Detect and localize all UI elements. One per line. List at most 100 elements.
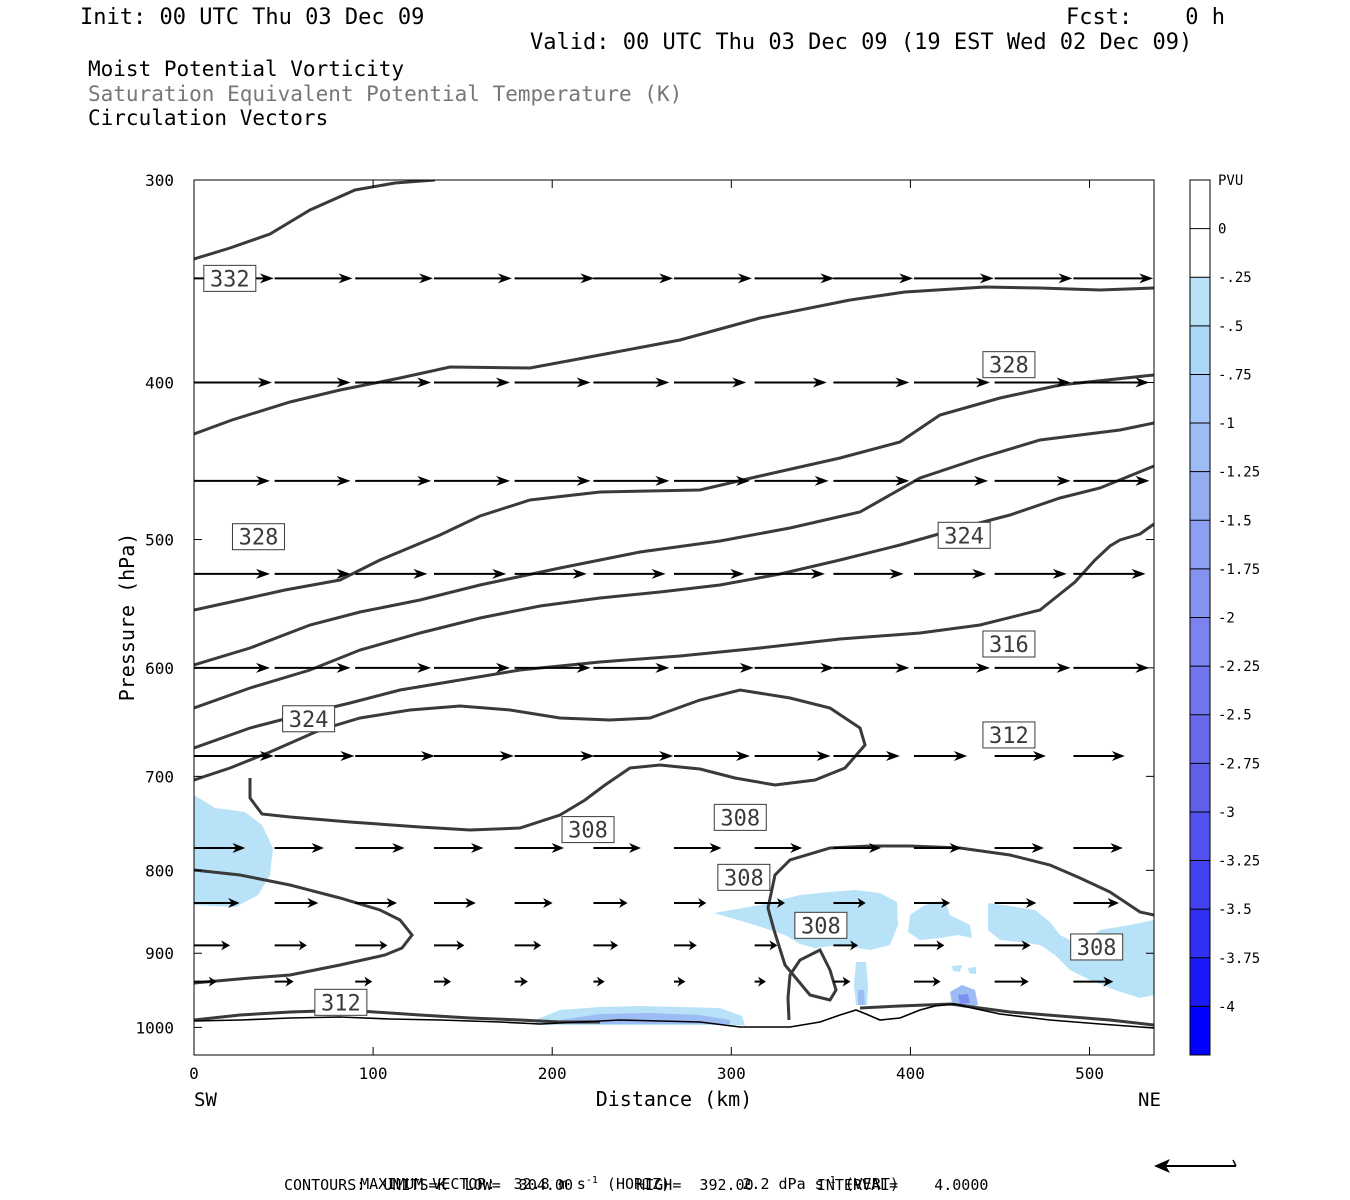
vector-arrow xyxy=(674,662,754,673)
vector-arrow xyxy=(1073,750,1125,761)
vector-arrow xyxy=(1073,842,1123,853)
contours-info: CONTOURS: UNITS=K LOW= 304.00 HIGH= 392.… xyxy=(284,1176,989,1194)
contour-label: 328 xyxy=(231,523,285,551)
contour-308-surface xyxy=(194,1009,600,1024)
vector-arrow xyxy=(514,568,587,579)
colorbar-tick-label: -3.75 xyxy=(1218,951,1260,967)
valid-time: Valid: 00 UTC Thu 03 Dec 09 (19 EST Wed … xyxy=(530,30,1193,55)
vector-arrow xyxy=(514,750,595,761)
colorbar-tick-label: -1.75 xyxy=(1218,562,1260,578)
vector-arrow xyxy=(434,662,510,673)
colorbar-swatch xyxy=(1190,666,1210,716)
vector-arrow xyxy=(274,568,351,579)
vector-arrow xyxy=(914,898,951,909)
colorbar-tick-label: -3 xyxy=(1218,805,1235,821)
vector-arrow xyxy=(355,475,432,486)
pv-colorbar: 0 -.25 -.5 -.75 -1 -1.25 -1.5 -1.75 -2 -2.25 -2.5 -… xyxy=(1189,179,1260,1056)
svg-text:308: 308 xyxy=(724,866,764,891)
vector-arrow xyxy=(674,750,750,761)
vector-arrow xyxy=(274,273,353,284)
vector-arrow xyxy=(274,662,351,673)
colorbar-swatch xyxy=(1190,180,1210,230)
vector-arrow xyxy=(674,940,697,951)
colorbar-tick-label: -2.75 xyxy=(1218,756,1260,772)
mpv-shade-speck-2 xyxy=(968,967,976,974)
vector-arrow xyxy=(833,750,900,761)
field-title-thetaes: Saturation Equivalent Potential Temperat… xyxy=(88,82,683,106)
vector-arrow xyxy=(593,273,674,284)
colorbar-tick-label: -1 xyxy=(1218,416,1235,432)
vector-arrow xyxy=(674,273,752,284)
max-vector-horiz-value: 32.8 m s xyxy=(513,1175,586,1193)
colorbar-tick-label: -1.5 xyxy=(1218,513,1252,529)
vector-arrow xyxy=(355,377,432,388)
colorbar-tick-label: 0 xyxy=(1218,222,1226,238)
vector-arrow xyxy=(355,940,388,951)
contour-label: 308 xyxy=(561,816,615,844)
vector-arrow xyxy=(994,377,1071,388)
svg-text:312: 312 xyxy=(989,724,1029,749)
vector-arrow xyxy=(914,273,994,284)
vector-arrow xyxy=(914,662,990,673)
vector-arrow xyxy=(194,377,272,388)
vector-arrow xyxy=(833,898,866,909)
colorbar-swatch xyxy=(1190,617,1210,667)
vector-arrow xyxy=(514,940,542,951)
contour-320 xyxy=(194,421,1154,667)
colorbar-swatch xyxy=(1190,568,1210,618)
contour-label: 312 xyxy=(982,721,1036,749)
contour-label: 308 xyxy=(794,911,848,939)
x-axis-title: Distance (km) xyxy=(596,1087,753,1111)
contour-312 xyxy=(194,522,1154,750)
vector-arrow xyxy=(1073,377,1150,388)
vector-arrow xyxy=(754,568,825,579)
vector-arrow xyxy=(994,475,1071,486)
colorbar-swatch xyxy=(1190,325,1210,375)
contour-label: 308 xyxy=(717,863,771,891)
vector-arrow xyxy=(434,377,510,388)
x-tick-label: 200 xyxy=(538,1064,567,1083)
x-tick-label: 400 xyxy=(896,1064,925,1083)
mpv-shade-speck xyxy=(952,965,962,972)
vector-arrow xyxy=(434,976,452,987)
vector-arrow xyxy=(434,940,465,951)
contour-332 xyxy=(194,180,436,261)
colorbar-swatch xyxy=(1190,423,1210,473)
vector-arrow xyxy=(274,377,351,388)
vector-arrow xyxy=(754,662,835,673)
colorbar-swatch xyxy=(1190,374,1210,424)
contour-312-lower xyxy=(194,868,414,985)
contour-label: 332 xyxy=(203,264,257,292)
max-vector-horiz-unit: (HORIZ) xyxy=(606,1175,671,1193)
vector-arrow xyxy=(1154,977,1194,987)
vector-arrow xyxy=(355,976,373,987)
vector-arrow xyxy=(514,842,564,853)
vector-arrow xyxy=(674,475,750,486)
vector-arrow xyxy=(914,940,945,951)
colorbar-swatch xyxy=(1190,277,1210,327)
colorbar-tick-label: -2 xyxy=(1218,611,1235,627)
vector-arrow xyxy=(674,377,747,388)
colorbar-swatch xyxy=(1190,714,1210,764)
vector-arrow xyxy=(994,750,1046,761)
vector-arrow xyxy=(194,662,270,673)
vector-arrow xyxy=(274,940,307,951)
y-tick-label: 900 xyxy=(145,944,174,963)
x-end-label-sw: SW xyxy=(194,1089,217,1111)
svg-text:316: 316 xyxy=(989,633,1029,658)
max-vector-line: MAXIMUM VECTOR: 32.8 m s-1 (HORIZ) 2.2 d… xyxy=(342,1157,899,1193)
vert-exponent: -1 xyxy=(823,1175,836,1186)
reference-vector xyxy=(1154,1159,1237,1173)
y-tick-label: 300 xyxy=(145,171,174,190)
colorbar-swatch xyxy=(1190,860,1210,910)
vector-arrow xyxy=(994,940,1031,951)
max-vector-vert-value: 2.2 dPa s xyxy=(742,1175,824,1193)
colorbar-tick-label: -4 xyxy=(1218,999,1235,1015)
x-end-label-ne: NE xyxy=(1138,1089,1161,1111)
y-axis-title: Pressure (hPa) xyxy=(115,533,139,702)
horiz-exponent: -1 xyxy=(585,1175,598,1186)
contour-328-upper xyxy=(194,285,1154,436)
vector-arrow xyxy=(994,568,1067,579)
svg-text:312: 312 xyxy=(321,991,361,1016)
x-tick-label: 300 xyxy=(717,1064,746,1083)
